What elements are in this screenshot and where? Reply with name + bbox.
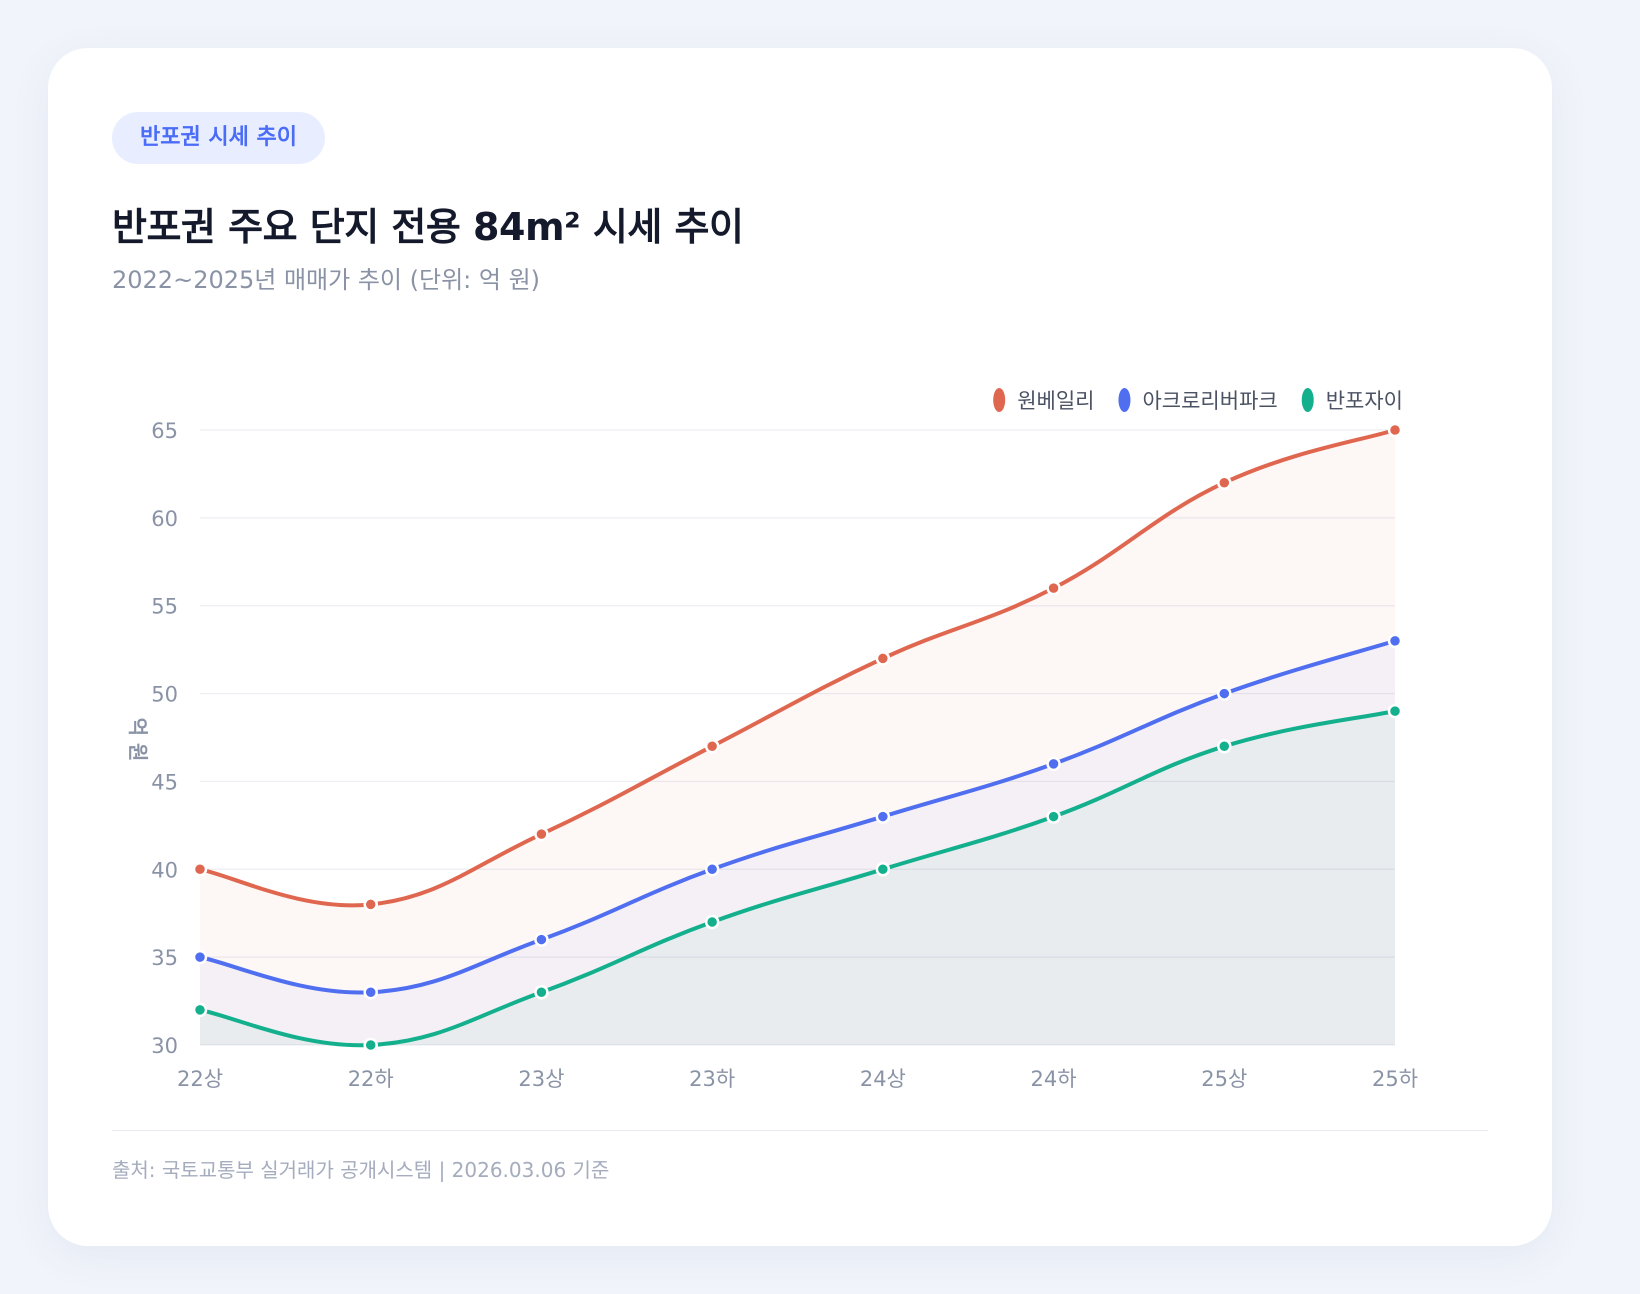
data-point (1217, 739, 1232, 754)
section-badge: 반포권 시세 추이 (112, 112, 325, 164)
data-point (1046, 809, 1061, 824)
legend-marker (993, 388, 1006, 412)
data-point (1387, 422, 1403, 438)
source-footer: 출처: 국토교통부 실거래가 공개시스템 | 2026.03.06 기준 (112, 1158, 610, 1182)
legend-label: 아크로리버파크 (1142, 389, 1277, 413)
x-tick-label: 25상 (1201, 1067, 1247, 1091)
x-tick-label: 22상 (177, 1067, 223, 1091)
x-tick-label: 24상 (860, 1067, 906, 1091)
data-point (1046, 580, 1061, 596)
series-line (198, 709, 1397, 1048)
series-areas (200, 430, 1395, 1046)
series-line (198, 428, 1397, 908)
data-point (875, 651, 891, 666)
x-tick-label: 25하 (1372, 1067, 1418, 1091)
legend-item: 반포자이 (1301, 388, 1403, 413)
legend-marker (1118, 388, 1131, 412)
data-point (704, 914, 720, 930)
data-point (363, 897, 378, 912)
series-group (192, 703, 1403, 1053)
data-point (192, 1002, 208, 1018)
x-tick-label: 22하 (348, 1067, 394, 1091)
chart-title: 반포권 주요 단지 전용 84m² 시세 추이 (112, 205, 744, 249)
y-gridlines (200, 429, 1395, 1046)
data-point (875, 862, 891, 877)
series-group (192, 422, 1403, 912)
y-tick-label: 45 (151, 770, 178, 794)
data-point (192, 949, 208, 965)
series-area (200, 430, 1395, 1045)
y-tick-label: 30 (151, 1034, 178, 1058)
legend-label: 반포자이 (1326, 389, 1403, 413)
x-tick-label: 24하 (1031, 1067, 1077, 1091)
x-axis: 22상 22하 23상 23하 24상 24하 25상 25하 (177, 1067, 1418, 1091)
data-point (704, 739, 720, 754)
y-tick-label: 50 (151, 683, 178, 707)
legend-marker (1301, 388, 1314, 412)
data-point (1217, 475, 1232, 490)
data-point (1217, 686, 1232, 701)
legend: 반포자이 아크로리버파크 원베일리 (993, 388, 1403, 413)
footer-divider (112, 1130, 1488, 1131)
data-point (1387, 633, 1403, 649)
legend-label: 원베일리 (1017, 389, 1094, 413)
x-tick-label: 23상 (518, 1067, 564, 1091)
data-point (534, 932, 549, 947)
y-tick-label: 65 (151, 419, 178, 443)
series-line (198, 638, 1397, 995)
chart-area: 30 35 40 45 50 55 60 65 억 원 22상 22하 23상 23하 24상 24하 25상… (48, 348, 1552, 1148)
data-point (534, 826, 549, 842)
data-point (363, 985, 378, 1000)
y-tick-label: 60 (151, 507, 178, 531)
x-tick-label: 23하 (689, 1067, 735, 1091)
data-point (1387, 703, 1403, 719)
legend-item: 원베일리 (993, 388, 1094, 413)
y-tick-label: 40 (151, 858, 178, 882)
y-tick-label: 55 (151, 595, 178, 619)
data-point (1046, 756, 1061, 772)
data-point (534, 985, 549, 1000)
line-area-chart: 30 35 40 45 50 55 60 65 억 원 22상 22하 23상 23하 24상 24하 25상… (126, 388, 1418, 1091)
series-area (200, 711, 1395, 1046)
y-axis: 30 35 40 45 50 55 60 65 (151, 419, 178, 1058)
y-tick-label: 35 (151, 946, 178, 970)
series-group (192, 633, 1403, 1000)
y-axis-title: 억 원 (126, 718, 150, 762)
data-point (875, 809, 891, 824)
data-point (704, 862, 720, 877)
data-point (363, 1037, 378, 1053)
chart-card: 반포권 시세 추이 반포권 주요 단지 전용 84m² 시세 추이 2022~2… (48, 48, 1552, 1246)
chart-subtitle: 2022~2025년 매매가 추이 (단위: 억 원) (112, 266, 541, 294)
data-point (192, 862, 208, 877)
legend-item: 아크로리버파크 (1118, 388, 1278, 413)
